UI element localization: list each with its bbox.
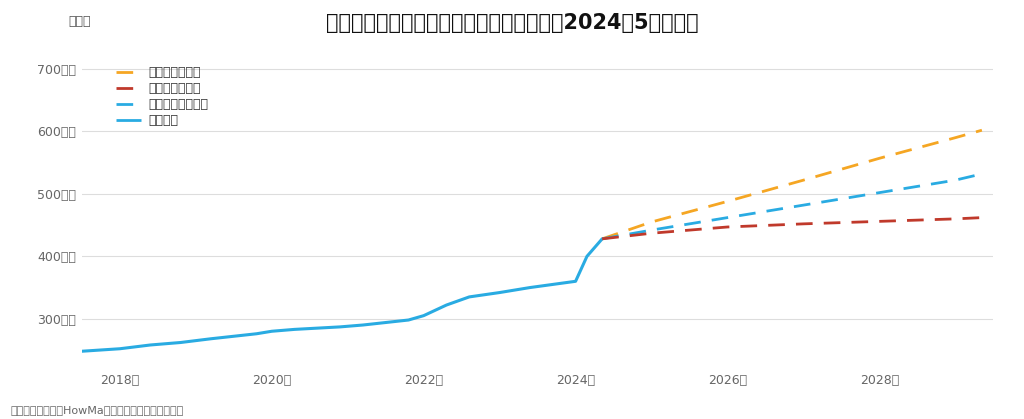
Legend: グッドシナリオ, バッドシナリオ, ノーマルシナリオ, 過去推移: グッドシナリオ, バッドシナリオ, ノーマルシナリオ, 過去推移 xyxy=(116,66,208,127)
Text: 坪単価: 坪単価 xyxy=(68,15,90,28)
Text: 大阪駅周辺の中古マンションの価格動向（2024年5月時点）: 大阪駅周辺の中古マンションの価格動向（2024年5月時点） xyxy=(326,13,698,33)
Text: 売出し事例を元にHowMa運営元のコラビットが集計: 売出し事例を元にHowMa運営元のコラビットが集計 xyxy=(10,405,183,415)
